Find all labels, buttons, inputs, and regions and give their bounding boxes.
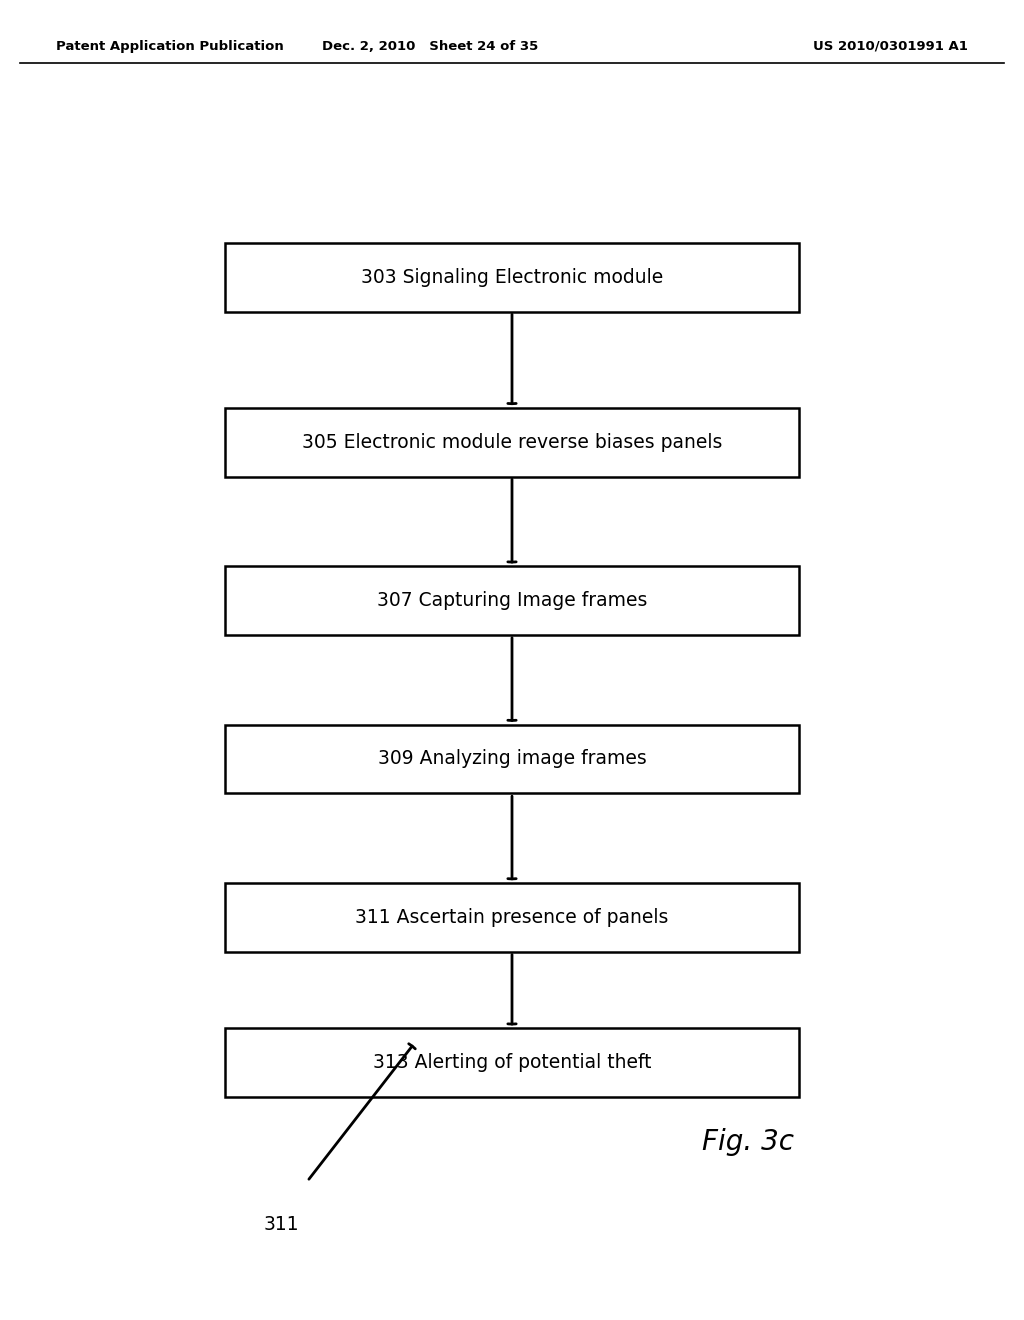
FancyBboxPatch shape — [225, 243, 799, 312]
FancyBboxPatch shape — [225, 408, 799, 477]
Text: Fig. 3c: Fig. 3c — [701, 1127, 794, 1156]
FancyBboxPatch shape — [225, 725, 799, 793]
Text: 311: 311 — [264, 1216, 299, 1234]
Text: Patent Application Publication: Patent Application Publication — [56, 40, 284, 53]
Text: US 2010/0301991 A1: US 2010/0301991 A1 — [813, 40, 968, 53]
FancyBboxPatch shape — [225, 566, 799, 635]
Text: 309 Analyzing image frames: 309 Analyzing image frames — [378, 750, 646, 768]
Text: 313 Alerting of potential theft: 313 Alerting of potential theft — [373, 1053, 651, 1072]
Text: 305 Electronic module reverse biases panels: 305 Electronic module reverse biases pan… — [302, 433, 722, 451]
FancyBboxPatch shape — [225, 883, 799, 952]
Text: 303 Signaling Electronic module: 303 Signaling Electronic module — [360, 268, 664, 286]
FancyBboxPatch shape — [225, 1028, 799, 1097]
Text: 307 Capturing Image frames: 307 Capturing Image frames — [377, 591, 647, 610]
Text: Dec. 2, 2010   Sheet 24 of 35: Dec. 2, 2010 Sheet 24 of 35 — [322, 40, 539, 53]
Text: 311 Ascertain presence of panels: 311 Ascertain presence of panels — [355, 908, 669, 927]
